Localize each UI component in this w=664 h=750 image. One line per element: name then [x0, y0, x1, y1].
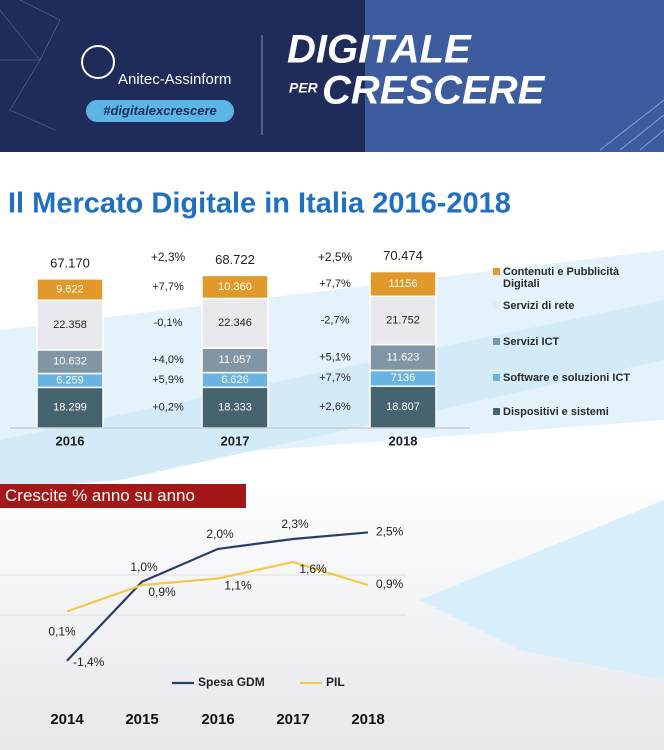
- data-label: -1,4%: [73, 655, 105, 669]
- legend-item: Software e soluzioni ICT: [493, 372, 658, 384]
- bar-segment: [36, 278, 104, 301]
- growth-label: +5,1%: [319, 351, 351, 363]
- data-label: 2,3%: [281, 517, 309, 531]
- x-tick-label: 2015: [125, 711, 158, 728]
- legend-label: PIL: [326, 675, 345, 689]
- growth-label: -0,1%: [154, 317, 183, 329]
- data-label: 10.632: [53, 356, 87, 368]
- line-series: [66, 531, 369, 662]
- data-label: 7136: [391, 372, 415, 384]
- growth-label: +7,7%: [319, 372, 351, 384]
- headline: DIGITALE: [287, 28, 472, 72]
- data-label: 2,5%: [376, 525, 404, 539]
- hashtag: #digitalexcrescere: [103, 103, 216, 118]
- network-decoration: [0, 0, 61, 131]
- title-band: [0, 484, 246, 508]
- header-left: [0, 0, 365, 152]
- headline: CRESCERE: [322, 69, 546, 113]
- background-wave: [0, 300, 664, 490]
- growth-label: +7,7%: [319, 278, 351, 290]
- background-wave: [420, 500, 664, 680]
- data-label: 1,0%: [130, 560, 158, 574]
- legend-swatch: [493, 338, 500, 345]
- bar-segment: [369, 270, 437, 298]
- total-growth-label: +2,3%: [151, 250, 186, 264]
- bar-segment: [36, 386, 104, 429]
- data-label: 11.623: [387, 351, 420, 363]
- headline: PER: [289, 80, 319, 96]
- legend-swatch: [493, 408, 500, 415]
- bar-segment: [369, 295, 437, 346]
- data-label: 9.622: [56, 283, 84, 295]
- data-label: 18.807: [386, 401, 420, 413]
- data-label: 1,1%: [224, 579, 252, 593]
- bar-segment: [201, 274, 269, 300]
- bar-segment: [201, 297, 269, 349]
- legend-label: Contenuti e Pubblicità Digitali: [503, 266, 620, 290]
- x-tick-label: 2016: [56, 433, 85, 448]
- line-series: [66, 560, 369, 613]
- data-label: 2,0%: [206, 527, 234, 541]
- bar-segment: [201, 347, 269, 374]
- data-label: 0,9%: [376, 577, 404, 591]
- legend-label: Servizi di rete: [503, 300, 575, 312]
- legend-swatch: [493, 374, 500, 381]
- x-tick-label: 2018: [389, 433, 418, 448]
- growth-label: +4,0%: [152, 354, 184, 366]
- logo-icon: [81, 45, 115, 79]
- line-decoration: [599, 99, 664, 151]
- x-tick-label: 2014: [50, 711, 84, 728]
- x-tick-label: 2017: [276, 711, 309, 728]
- data-label: 18.333: [218, 402, 252, 414]
- legend-item: Contenuti e Pubblicità Digitali: [493, 266, 658, 290]
- total-label: 67.170: [50, 255, 90, 270]
- x-tick-label: 2018: [351, 711, 384, 728]
- total-label: 68.722: [215, 252, 255, 267]
- data-label: 18.299: [53, 402, 87, 414]
- bar-segment: [36, 299, 104, 351]
- growth-label: +2,6%: [319, 401, 351, 413]
- data-label: 22.346: [218, 317, 252, 329]
- legend-label: Dispositivi e sistemi: [503, 406, 609, 418]
- legend-label: Software e soluzioni ICT: [503, 372, 631, 384]
- legend-item: Servizi ICT: [493, 336, 658, 348]
- chart-title: Il Mercato Digitale in Italia 2016-2018: [8, 188, 511, 220]
- data-label: 11.057: [219, 354, 252, 366]
- data-label: 0,9%: [148, 585, 176, 599]
- data-label: 6.626: [221, 374, 249, 386]
- data-label: 6.259: [56, 374, 84, 386]
- data-label: 0,1%: [48, 625, 76, 639]
- logo-text: Anitec-Assinform: [118, 71, 231, 88]
- growth-label: +5,9%: [152, 374, 184, 386]
- legend-item: Servizi di rete: [493, 300, 658, 312]
- total-label: 70.474: [383, 248, 423, 263]
- growth-label: +7,7%: [152, 281, 184, 293]
- legend-label: Servizi ICT: [503, 336, 560, 348]
- total-growth-label: +2,5%: [318, 250, 353, 264]
- x-tick-label: 2017: [221, 433, 250, 448]
- growth-label: +0,2%: [152, 402, 184, 414]
- legend-item: Dispositivi e sistemi: [493, 406, 658, 418]
- data-label: 1,6%: [299, 562, 327, 576]
- data-label: 22.358: [53, 319, 87, 331]
- hashtag-pill: [86, 100, 234, 122]
- legend-swatch: [493, 268, 500, 275]
- legend-swatch: [493, 302, 500, 309]
- data-label: 10.360: [218, 281, 252, 293]
- bar-segment: [369, 385, 437, 429]
- legend-label: Spesa GDM: [198, 675, 265, 689]
- chart-title: Crescite % anno su anno: [5, 486, 195, 505]
- header-right: [365, 0, 664, 152]
- data-label: 21.752: [386, 314, 420, 326]
- data-label: 11156: [389, 278, 418, 290]
- growth-label: -2,7%: [321, 314, 350, 326]
- x-tick-label: 2016: [201, 711, 234, 728]
